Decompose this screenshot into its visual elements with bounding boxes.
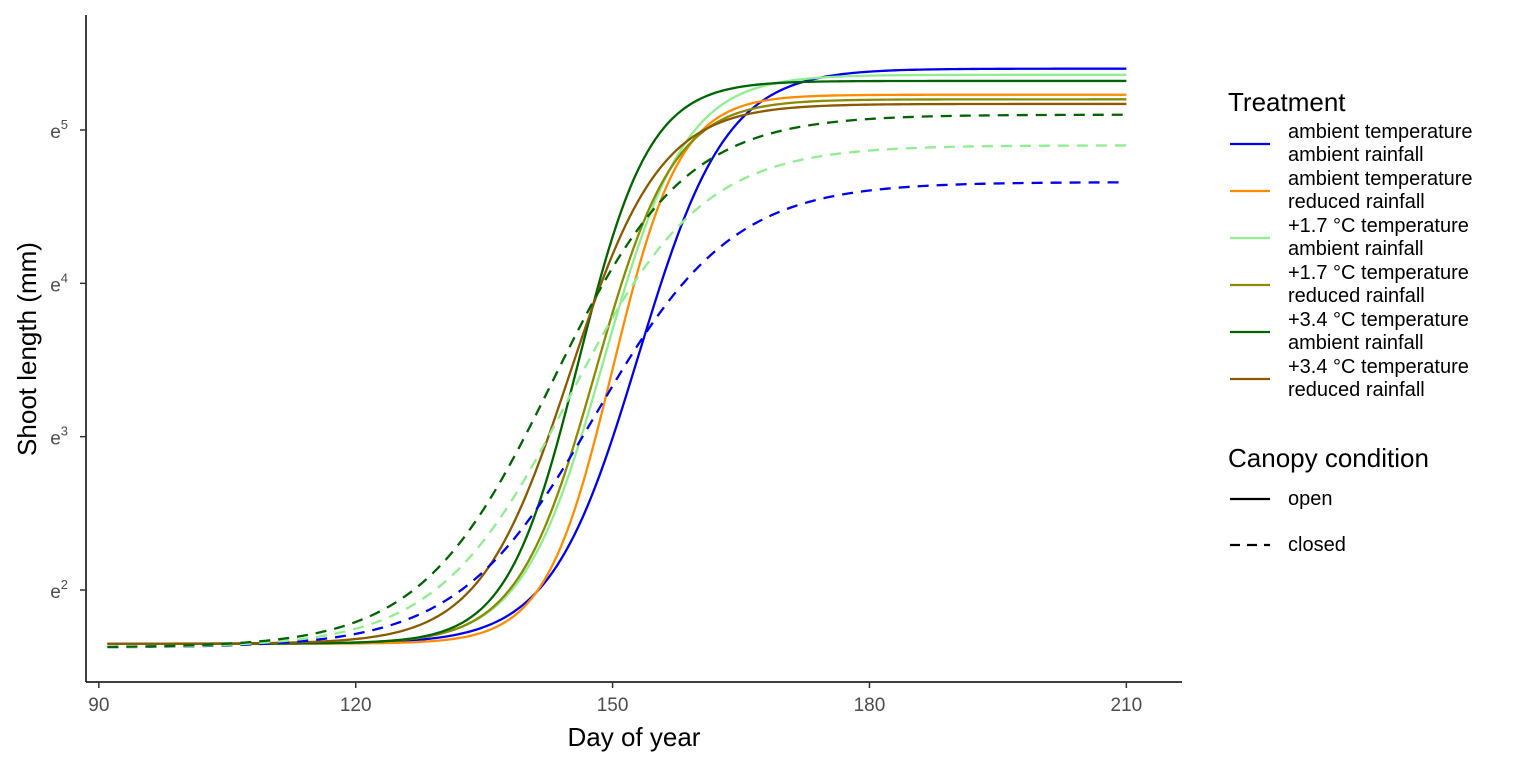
treatment-legend-item: ambient temperature ambient rainfall bbox=[1228, 120, 1528, 167]
canopy-legend-title: Canopy condition bbox=[1228, 443, 1429, 473]
legend-label: +1.7 °C temperature reduced rainfall bbox=[1272, 262, 1469, 308]
x-tick-label: 180 bbox=[854, 695, 886, 716]
series-line-open-2 bbox=[107, 73, 1127, 645]
legend-label: +3.4 °C temperature ambient rainfall bbox=[1272, 309, 1469, 355]
treatment-legend-item: +1.7 °C temperature ambient rainfall bbox=[1228, 214, 1528, 261]
y-tick-base: e bbox=[50, 275, 61, 296]
treatment-legend-item: ambient temperature reduced rainfall bbox=[1228, 167, 1528, 214]
series-line-closed-2 bbox=[107, 144, 1127, 649]
legend-label: closed bbox=[1288, 533, 1346, 556]
y-tick-exponent: 4 bbox=[61, 270, 68, 285]
x-tick-label: 150 bbox=[597, 695, 629, 716]
y-tick-base: e bbox=[50, 429, 61, 450]
x-tick-label: 120 bbox=[340, 695, 372, 716]
legend-label: ambient temperature reduced rainfall bbox=[1272, 168, 1473, 214]
x-tick-label: 90 bbox=[88, 695, 109, 716]
y-tick-exponent: 5 bbox=[61, 117, 68, 132]
legend-label: open bbox=[1288, 487, 1333, 510]
x-axis-title: Day of year bbox=[568, 722, 701, 752]
series-line-open-3 bbox=[107, 98, 1127, 645]
legend-key bbox=[1228, 322, 1272, 342]
y-tick-base: e bbox=[50, 122, 61, 143]
treatment-legend-item: +3.4 °C temperature ambient rainfall bbox=[1228, 308, 1528, 355]
legend-label-line1: +1.7 °C temperature bbox=[1288, 261, 1469, 284]
treatment-legend-title: Treatment bbox=[1228, 87, 1346, 117]
legend-label-line1: +1.7 °C temperature bbox=[1288, 214, 1469, 237]
y-tick-exponent: 3 bbox=[61, 424, 68, 439]
legend-label: ambient temperature ambient rainfall bbox=[1272, 121, 1473, 167]
x-tick-label: 210 bbox=[1110, 695, 1142, 716]
canopy-legend-item: open bbox=[1228, 476, 1528, 522]
series-line-open-5 bbox=[107, 102, 1127, 645]
y-tick-label: e4 bbox=[50, 270, 68, 296]
y-axis-title: Shoot length (mm) bbox=[12, 242, 42, 456]
treatment-legend-item: +3.4 °C temperature reduced rainfall bbox=[1228, 355, 1528, 402]
legend-label-line2: ambient rainfall bbox=[1288, 237, 1424, 260]
legend-label: +1.7 °C temperature ambient rainfall bbox=[1272, 215, 1469, 261]
legend-label-line1: ambient temperature bbox=[1288, 120, 1473, 143]
treatment-legend: Treatment ambient temperature ambient rai… bbox=[1228, 86, 1528, 402]
legend-label-line1: ambient temperature bbox=[1288, 167, 1473, 190]
legend-label-line2: ambient rainfall bbox=[1288, 331, 1424, 354]
series-line-open-1 bbox=[107, 93, 1127, 645]
legend-label-line2: ambient rainfall bbox=[1288, 143, 1424, 166]
series-line-closed-0 bbox=[107, 181, 1127, 649]
legend-label-line2: reduced rainfall bbox=[1288, 284, 1425, 307]
legend-label-line2: reduced rainfall bbox=[1288, 190, 1425, 213]
legend-key bbox=[1228, 369, 1272, 389]
legend-label: +3.4 °C temperature reduced rainfall bbox=[1272, 356, 1469, 402]
legend-key bbox=[1228, 275, 1272, 295]
series-line-open-4 bbox=[107, 79, 1127, 645]
canopy-legend: Canopy condition open closed bbox=[1228, 442, 1528, 568]
series-line-closed-4 bbox=[107, 113, 1127, 649]
series-lines bbox=[107, 67, 1127, 649]
canopy-legend-item: closed bbox=[1228, 522, 1528, 568]
legend: Treatment ambient temperature ambient rai… bbox=[1228, 86, 1528, 568]
legend-label-line1: +3.4 °C temperature bbox=[1288, 355, 1469, 378]
legend-key bbox=[1228, 535, 1272, 555]
y-tick-exponent: 2 bbox=[61, 577, 68, 592]
legend-key bbox=[1228, 181, 1272, 201]
y-tick-label: e3 bbox=[50, 424, 68, 450]
legend-key bbox=[1228, 489, 1272, 509]
legend-label-line1: +3.4 °C temperature bbox=[1288, 308, 1469, 331]
legend-key bbox=[1228, 134, 1272, 154]
x-ticks: 90 120 150 180 210 bbox=[88, 682, 1142, 716]
y-tick-base: e bbox=[50, 582, 61, 603]
legend-key bbox=[1228, 228, 1272, 248]
treatment-legend-item: +1.7 °C temperature reduced rainfall bbox=[1228, 261, 1528, 308]
y-tick-label: e5 bbox=[50, 117, 68, 143]
y-tick-label: e2 bbox=[50, 577, 68, 603]
legend-label-line2: reduced rainfall bbox=[1288, 378, 1425, 401]
